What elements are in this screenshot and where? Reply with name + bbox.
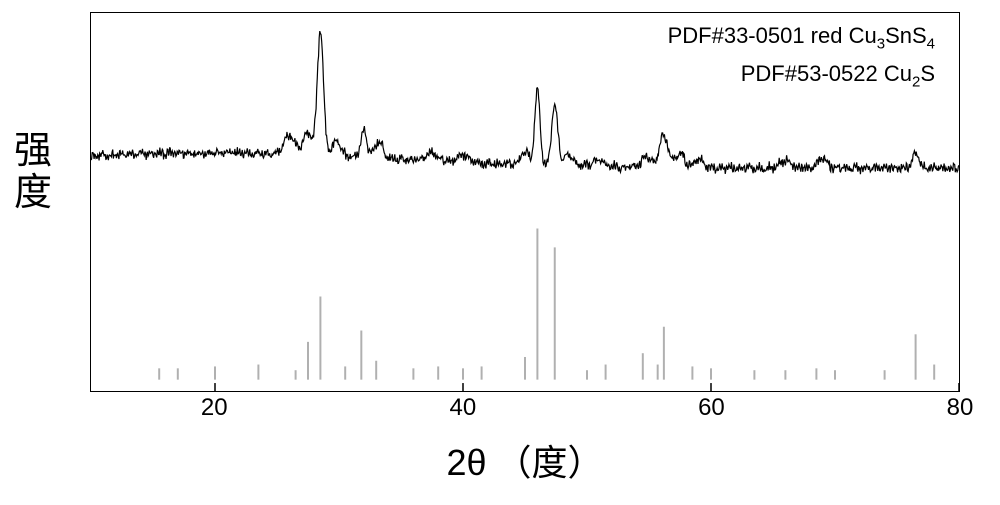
x-tick-label: 40 (449, 394, 476, 422)
y-axis-label-text: 强度 (14, 130, 52, 214)
x-axis-label-unit: （度） (496, 443, 604, 483)
x-axis-label-symbol: 2θ (446, 442, 486, 483)
x-tick-label: 20 (201, 394, 228, 422)
x-tick-labels: 20406080 (90, 394, 960, 424)
legend-line-1: PDF#33-0501 red Cu3SnS4 (668, 21, 935, 59)
legend-line-2: PDF#53-0522 Cu2S (668, 59, 935, 97)
reference-sticks (159, 228, 934, 379)
legend: PDF#33-0501 red Cu3SnS4 PDF#53-0522 Cu2S (668, 21, 935, 98)
x-axis-label: 2θ （度） (90, 434, 960, 486)
x-ticks (215, 383, 959, 391)
plot-area: PDF#33-0501 red Cu3SnS4 PDF#53-0522 Cu2S (90, 12, 960, 392)
chart-container: 强度 PDF#33-0501 red Cu3SnS4 PDF#53-0522 C… (0, 0, 1000, 505)
x-tick-label: 80 (947, 394, 974, 422)
x-tick-label: 60 (698, 394, 725, 422)
y-axis-label: 强度 (8, 130, 58, 214)
